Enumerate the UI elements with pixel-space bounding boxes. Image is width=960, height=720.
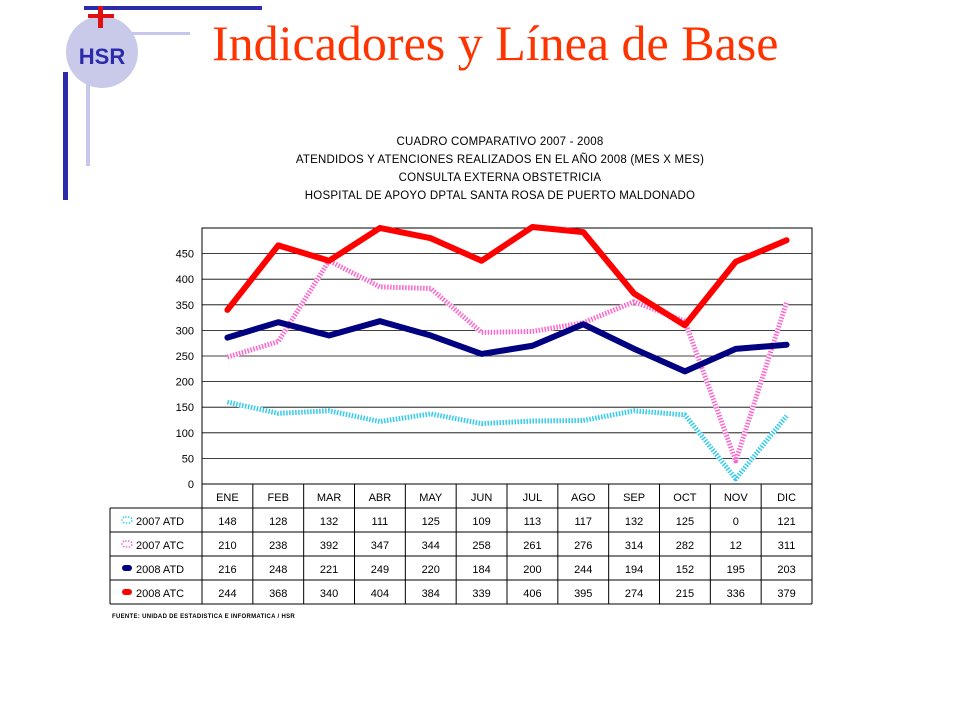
legend-key: [121, 540, 133, 548]
x-tick-label: DIC: [777, 492, 796, 504]
y-tick-label: 350: [176, 300, 194, 312]
x-tick-label: JUN: [471, 492, 492, 504]
table-cell-value: 406: [523, 588, 541, 600]
table-cell-value: 195: [727, 564, 745, 576]
decorative-top-bar: [84, 6, 262, 10]
table-cell-value: 203: [777, 564, 795, 576]
decorative-left-bar: [63, 72, 68, 200]
table-cell-value: 347: [371, 540, 389, 552]
table-cell-value: 276: [574, 540, 592, 552]
source-note: FUENTE: UNIDAD DE ESTADISTICA E INFORMAT…: [112, 614, 296, 620]
table-cell-value: 404: [371, 588, 389, 600]
table-cell-value: 117: [574, 516, 592, 528]
table-cell-value: 132: [625, 516, 643, 528]
x-tick-label: ABR: [369, 492, 392, 504]
table-cell-value: 244: [218, 588, 236, 600]
table-cell-value: 344: [422, 540, 440, 552]
table-cell-value: 220: [422, 564, 440, 576]
y-tick-label: 450: [176, 249, 194, 261]
y-tick-label: 250: [176, 351, 194, 363]
series-line: [226, 258, 789, 464]
table-cell-value: 368: [269, 588, 287, 600]
y-tick-label: 0: [188, 479, 194, 491]
x-tick-label: AGO: [571, 492, 596, 504]
table-cell-value: 340: [320, 588, 338, 600]
table-cell-value: 238: [269, 540, 287, 552]
table-cell-value: 109: [472, 516, 490, 528]
chart-title-line-2: ATENDIDOS Y ATENCIONES REALIZADOS EN EL …: [295, 154, 705, 166]
table-cell-value: 194: [625, 564, 643, 576]
y-tick-label: 100: [176, 428, 194, 440]
table-cell-value: 125: [676, 516, 694, 528]
table-cell-value: 395: [574, 588, 592, 600]
legend-key: [122, 589, 132, 595]
series-line: [226, 399, 789, 482]
table-cell-value: 249: [371, 564, 389, 576]
chart-title-line-1: CUADRO COMPARATIVO 2007 - 2008: [396, 136, 604, 148]
logo-circle: [66, 16, 138, 88]
table-cell-value: 152: [676, 564, 694, 576]
x-tick-label: OCT: [673, 492, 697, 504]
table-cell-value: 314: [625, 540, 643, 552]
y-tick-label: 50: [182, 453, 194, 465]
table-cell-value: 261: [523, 540, 541, 552]
legend-label: 2007 ATD: [136, 516, 184, 528]
hospital-logo: HSR: [66, 6, 138, 88]
table-cell-value: 184: [472, 564, 490, 576]
y-tick-label: 200: [176, 377, 194, 389]
legend-label: 2007 ATC: [136, 540, 184, 552]
legend-label: 2008 ATD: [136, 564, 184, 576]
y-tick-label: 150: [176, 402, 194, 414]
table-cell-value: 111: [372, 516, 389, 528]
x-tick-label: JUL: [523, 492, 543, 504]
table-cell-value: 339: [472, 588, 490, 600]
series-line: [224, 318, 790, 375]
x-tick-label: FEB: [268, 492, 289, 504]
legend-key: [121, 516, 133, 524]
table-cell-value: 216: [218, 564, 236, 576]
table-cell-value: 244: [574, 564, 592, 576]
table-cell-value: 282: [676, 540, 694, 552]
slide-title: Indicadores y Línea de Base: [212, 15, 779, 71]
table-cell-value: 274: [625, 588, 643, 600]
x-tick-label: SEP: [623, 492, 645, 504]
table-cell-value: 311: [778, 540, 796, 552]
decorative-left-bar-light: [86, 30, 90, 166]
table-cell-value: 384: [422, 588, 440, 600]
logo-text: HSR: [79, 44, 126, 69]
logo-cross-vertical: [98, 6, 103, 28]
table-cell-value: 125: [422, 516, 440, 528]
table-cell-value: 379: [777, 588, 795, 600]
table-cell-value: 128: [269, 516, 287, 528]
y-tick-label: 300: [176, 325, 194, 337]
chart-title-line-4: HOSPITAL DE APOYO DPTAL SANTA ROSA DE PU…: [304, 190, 696, 202]
table-cell-value: 12: [730, 540, 742, 552]
x-tick-label: NOV: [724, 492, 749, 504]
legend-key: [122, 565, 132, 571]
table-cell-value: 0: [733, 516, 739, 528]
table-cell-value: 221: [320, 564, 338, 576]
x-tick-label: MAR: [317, 492, 342, 504]
y-tick-label: 400: [176, 274, 194, 286]
table-cell-value: 392: [320, 540, 338, 552]
table-cell-value: 113: [524, 516, 542, 528]
table-cell-value: 210: [218, 540, 236, 552]
table-cell-value: 248: [269, 564, 287, 576]
table-cell-value: 148: [218, 516, 236, 528]
table-cell-value: 200: [523, 564, 541, 576]
x-tick-label: ENE: [216, 492, 239, 504]
table-cell-value: 215: [676, 588, 694, 600]
x-tick-label: MAY: [419, 492, 443, 504]
table-cell-value: 132: [320, 516, 338, 528]
legend-label: 2008 ATC: [136, 588, 184, 600]
table-cell-value: 258: [472, 540, 490, 552]
table-cell-value: 336: [727, 588, 745, 600]
table-cell-value: 121: [777, 516, 795, 528]
chart-title-line-3: CONSULTA EXTERNA OBSTETRICIA: [398, 172, 602, 184]
series-line: [224, 223, 790, 329]
decorative-top-bar-light: [130, 32, 190, 35]
